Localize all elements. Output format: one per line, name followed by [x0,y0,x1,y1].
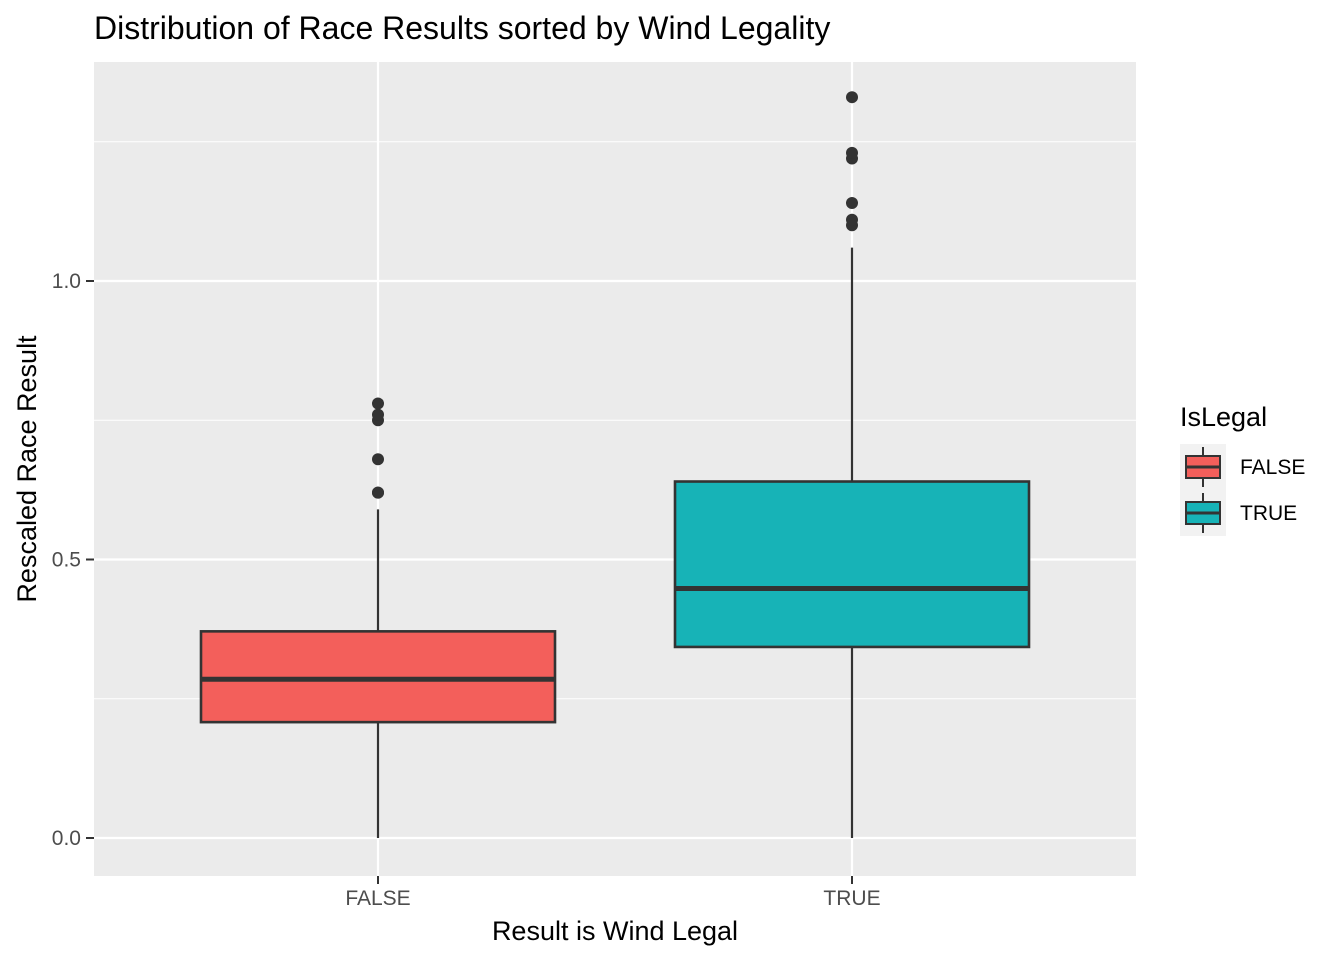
y-tick-label: 1.0 [52,270,81,293]
y-tick-label: 0.5 [52,549,81,572]
box-true [673,91,1031,838]
legend-key-false [1180,444,1226,490]
box-body [673,480,1031,649]
grid-lines [94,62,1136,876]
outlier-point [372,486,384,499]
legend: IsLegal FALSE TRUE [1180,402,1305,536]
outlier-point [372,453,384,466]
legend-label: FALSE [1240,456,1305,479]
chart-title: Distribution of Race Results sorted by W… [94,10,830,46]
legend-title: IsLegal [1180,402,1267,432]
box-false [199,397,557,838]
box-marks [199,91,1031,838]
outlier-point [846,146,858,159]
outlier-point [846,91,858,104]
y-axis-title: Rescaled Race Result [12,335,42,603]
legend-key-true [1180,490,1226,536]
outlier-point [846,213,858,226]
axes: 0.0 0.5 1.0 FALSE TRUE [52,270,881,910]
outlier-point [372,397,384,410]
box-body [199,630,557,724]
x-tick-label: TRUE [823,887,880,910]
x-tick-label: FALSE [345,887,410,910]
plot-panel [94,62,1136,876]
outlier-point [372,408,384,421]
legend-label: TRUE [1240,502,1297,525]
outlier-point [846,197,858,210]
y-tick-label: 0.0 [52,827,81,850]
x-axis-title: Result is Wind Legal [492,916,738,946]
